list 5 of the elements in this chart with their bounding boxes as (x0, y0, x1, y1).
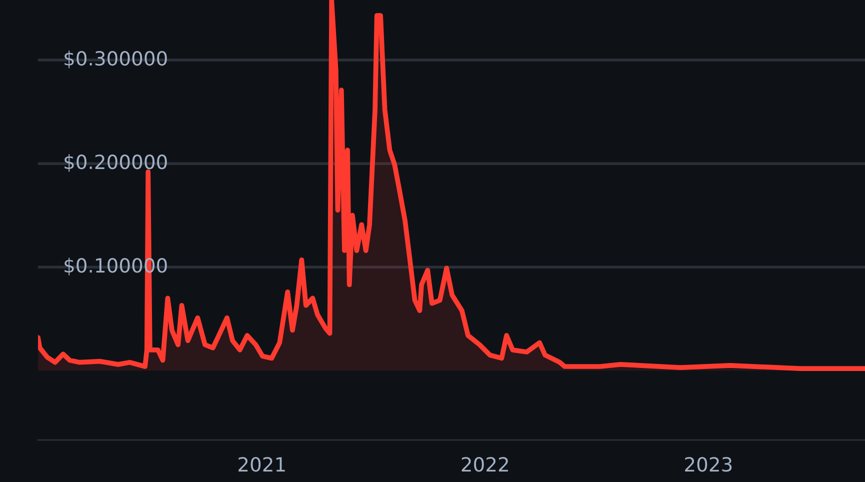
x-tick-label: 2023 (685, 457, 732, 472)
x-tick-label: 2022 (462, 457, 508, 472)
x-tick-label: 2021 (238, 457, 285, 472)
y-tick-label: $0.300000 (64, 50, 167, 68)
y-tick-label: $0.200000 (64, 154, 167, 172)
